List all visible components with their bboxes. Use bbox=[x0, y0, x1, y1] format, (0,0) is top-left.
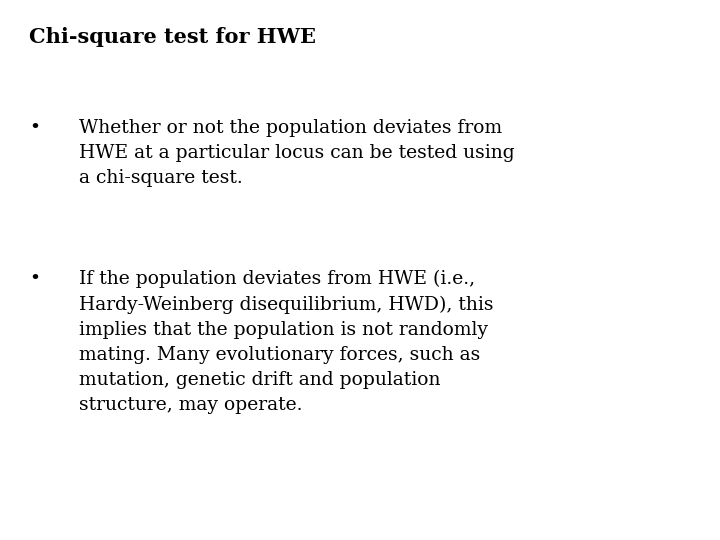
Text: Chi-square test for HWE: Chi-square test for HWE bbox=[29, 27, 316, 47]
Text: •: • bbox=[29, 119, 40, 137]
Text: •: • bbox=[29, 270, 40, 288]
Text: If the population deviates from HWE (i.e.,
Hardy-Weinberg disequilibrium, HWD), : If the population deviates from HWE (i.e… bbox=[79, 270, 494, 414]
Text: Whether or not the population deviates from
HWE at a particular locus can be tes: Whether or not the population deviates f… bbox=[79, 119, 515, 187]
